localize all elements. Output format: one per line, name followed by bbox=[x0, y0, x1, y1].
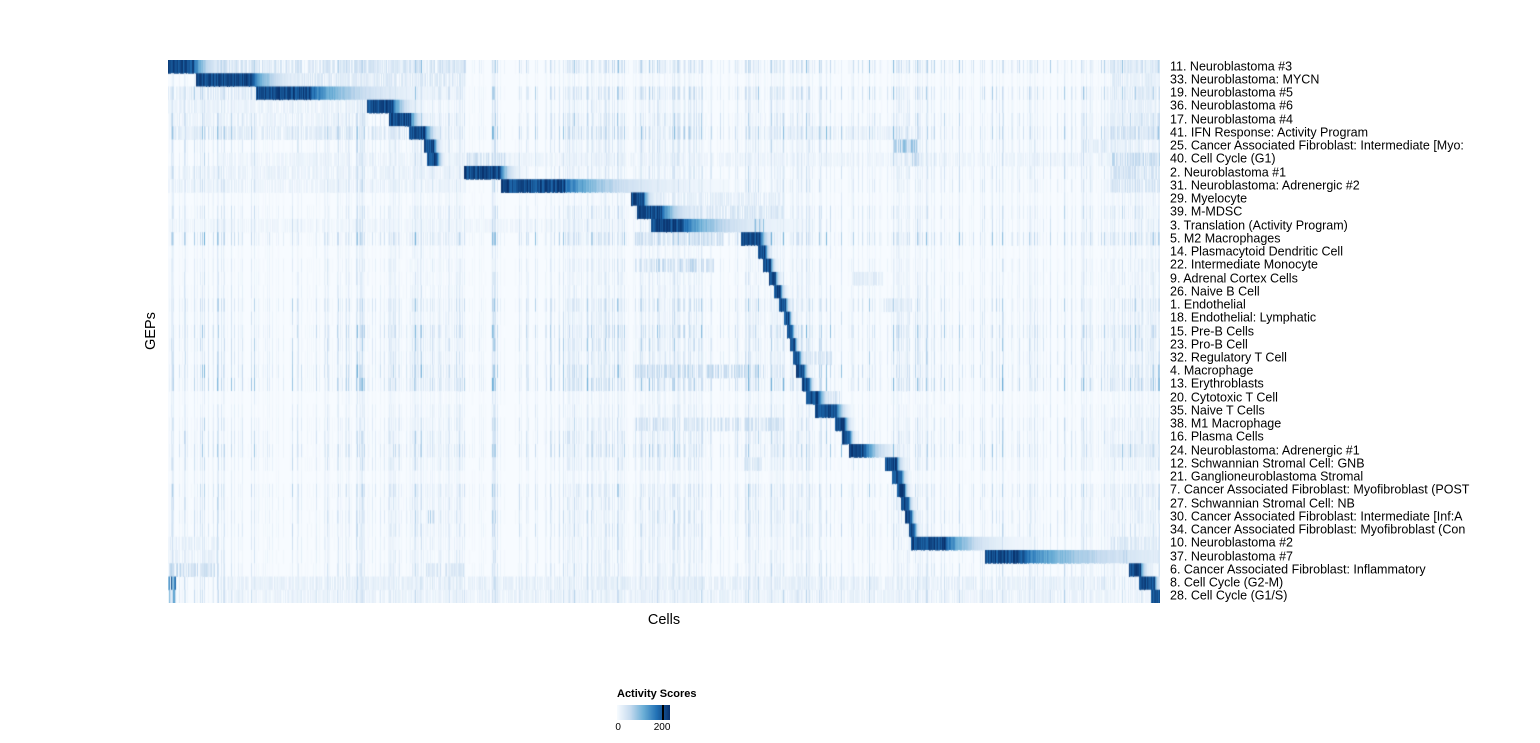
row-label: 38. M1 Macrophage bbox=[1170, 416, 1282, 431]
legend-labels: 0 200 bbox=[615, 722, 671, 734]
row-label: 18. Endothelial: Lymphatic bbox=[1170, 310, 1317, 325]
row-label: 12. Schwannian Stromal Cell: GNB bbox=[1170, 456, 1365, 471]
row-label: 30. Cancer Associated Fibroblast: Interm… bbox=[1170, 509, 1463, 524]
row-label: 37. Neuroblastoma #7 bbox=[1170, 549, 1293, 564]
row-label: 15. Pre-B Cells bbox=[1170, 324, 1255, 338]
row-label: 41. IFN Response: Activity Program bbox=[1170, 125, 1368, 140]
row-label: 14. Plasmacytoid Dendritic Cell bbox=[1170, 244, 1343, 259]
row-label: 28. Cell Cycle (G1/S) bbox=[1170, 588, 1288, 603]
row-label: 10. Neuroblastoma #2 bbox=[1170, 535, 1293, 550]
legend-min-label: 0 bbox=[615, 722, 621, 733]
row-label: 20. Cytotoxic T Cell bbox=[1170, 390, 1278, 405]
row-label: 26. Naive B Cell bbox=[1170, 284, 1260, 299]
row-label: 6. Cancer Associated Fibroblast: Inflamm… bbox=[1170, 562, 1426, 577]
row-label: 23. Pro-B Cell bbox=[1170, 337, 1248, 352]
row-label: 32. Regulatory T Cell bbox=[1170, 350, 1287, 365]
legend: Activity Scores 0 200 bbox=[615, 688, 757, 734]
legend-bar-wrap bbox=[617, 705, 670, 720]
row-label: 13. Erythroblasts bbox=[1170, 376, 1264, 391]
legend-title: Activity Scores bbox=[617, 688, 697, 700]
legend-gradient-bar bbox=[617, 705, 670, 720]
row-label: 3. Translation (Activity Program) bbox=[1170, 218, 1348, 233]
row-label: 8. Cell Cycle (G2-M) bbox=[1170, 575, 1284, 590]
x-axis-label: Cells bbox=[647, 612, 681, 628]
legend-tick-mark bbox=[662, 705, 665, 720]
row-label: 35. Naive T Cells bbox=[1170, 403, 1265, 418]
row-label: 17. Neuroblastoma #4 bbox=[1170, 112, 1293, 127]
row-label: 22. Intermediate Monocyte bbox=[1170, 257, 1318, 272]
row-label: 5. M2 Macrophages bbox=[1170, 231, 1281, 246]
row-label: 4. Macrophage bbox=[1170, 363, 1254, 378]
row-label: 25. Cancer Associated Fibroblast: Interm… bbox=[1170, 138, 1464, 153]
row-label: 21. Ganglioneuroblastoma Stromal bbox=[1170, 469, 1364, 484]
row-label: 27. Schwannian Stromal Cell: NB bbox=[1170, 496, 1355, 511]
row-label: 2. Neuroblastoma #1 bbox=[1170, 165, 1287, 180]
row-label: 39. M-MDSC bbox=[1170, 204, 1243, 219]
row-label: 33. Neuroblastoma: MYCN bbox=[1170, 72, 1320, 87]
row-label: 19. Neuroblastoma #5 bbox=[1170, 85, 1293, 100]
y-axis-label: GEPs bbox=[143, 312, 159, 350]
row-label: 34. Cancer Associated Fibroblast: Myofib… bbox=[1170, 522, 1466, 537]
row-label: 7. Cancer Associated Fibroblast: Myofibr… bbox=[1170, 482, 1470, 497]
legend-max-label: 200 bbox=[653, 722, 671, 733]
heatmap-canvas bbox=[168, 60, 1160, 603]
row-label: 36. Neuroblastoma #6 bbox=[1170, 98, 1293, 113]
row-label: 29. Myelocyte bbox=[1170, 191, 1248, 206]
row-label: 31. Neuroblastoma: Adrenergic #2 bbox=[1170, 178, 1360, 193]
row-label: 9. Adrenal Cortex Cells bbox=[1170, 271, 1298, 286]
row-label: 40. Cell Cycle (G1) bbox=[1170, 151, 1276, 166]
row-label: 11. Neuroblastoma #3 bbox=[1170, 59, 1293, 74]
row-label: 1. Endothelial bbox=[1170, 297, 1246, 312]
row-label: 24. Neuroblastoma: Adrenergic #1 bbox=[1170, 443, 1360, 458]
row-label: 16. Plasma Cells bbox=[1170, 429, 1264, 444]
